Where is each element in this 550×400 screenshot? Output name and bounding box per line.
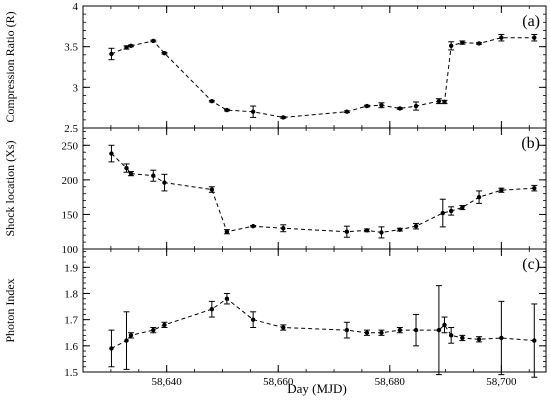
y-tick-label: 200 [62,175,79,187]
y-tick-label: 1.8 [64,288,78,300]
data-point [460,205,465,210]
series-line [111,298,535,349]
data-point [448,43,454,49]
panel-label: (a) [522,13,540,30]
data-point [460,40,465,45]
y-tick-label: 1.5 [64,367,78,379]
data-point [124,165,129,171]
panel-shock-location: 100 150 200 250 Shock location (Xs) (b) [3,127,547,256]
plot-frame [82,248,547,373]
data-point [162,322,167,328]
plot-frame [82,5,547,129]
y-tick-label: 3.5 [64,42,78,54]
data-point [532,185,537,191]
data-point [476,337,482,342]
y-tick-label: 150 [62,209,79,221]
data-point [128,333,134,338]
data-point [413,327,419,333]
y-tick-label: 250 [62,140,79,152]
panel-photon-index: 1.5 1.6 1.7 1.8 1.9 58,640 58,660 58,680 58,700 P… [3,248,547,388]
data-point [344,327,350,333]
data-point [442,99,447,105]
y-tick-label: 1.7 [64,315,78,327]
data-point [209,187,215,192]
panel-label: (c) [522,256,540,273]
data-point [413,223,419,229]
panel-compression-ratio: 2.5 3 3.5 4 Compression Ratio (R) (a) [3,1,547,135]
data-point [250,223,256,229]
data-point [499,335,504,341]
data-point [364,330,370,335]
data-point [109,346,114,351]
data-point [364,103,370,109]
data-point [364,228,370,233]
y-axis-label: Photon Index [3,278,17,342]
data-point [379,330,384,335]
series-line [111,37,535,118]
x-tick-label: 58,640 [152,376,183,388]
data-point [397,327,403,333]
data-point [436,327,442,333]
data-point [109,51,114,57]
y-tick-label: 1.6 [64,341,78,353]
data-point [448,333,454,338]
panel-label: (b) [521,135,540,152]
data-point [281,115,286,120]
data-point [209,306,215,312]
data-point [344,229,350,234]
data-point [499,188,504,193]
x-axis-label: Day (MJD) [287,381,347,396]
data-point [109,151,114,156]
data-point [162,180,167,185]
data-point [151,38,156,44]
data-point [397,227,403,232]
data-point [281,226,286,231]
data-point [442,322,447,328]
data-point [440,210,446,216]
y-axis-label: Shock location (Xs) [3,141,17,237]
data-point [124,338,129,343]
data-point [460,335,465,341]
y-axis-label: Compression Ratio (R) [3,11,17,122]
plot-frame [82,127,547,250]
data-point [250,317,256,322]
y-tick-label: 1.9 [64,262,78,274]
data-point [224,296,230,301]
y-tick-label: 100 [62,244,79,256]
y-tick-label: 2.5 [64,123,78,135]
data-point [476,194,482,200]
data-point [379,230,384,235]
data-point [124,45,129,50]
data-point [224,107,230,113]
data-point [162,50,167,56]
data-point [532,338,537,343]
data-point [476,41,482,46]
x-tick-label: 58,680 [375,376,406,388]
data-point [151,173,156,178]
data-point [436,98,442,104]
data-point [379,103,384,108]
data-point [128,171,134,176]
y-tick-label: 3 [73,82,79,94]
data-point [448,208,454,214]
data-point [397,106,403,111]
data-point [413,103,419,109]
data-point [532,35,537,40]
x-tick-label: 58,660 [263,376,294,388]
data-point [151,327,156,333]
y-tick-label: 4 [73,1,79,13]
data-point [224,229,230,234]
data-point [128,43,134,49]
data-point [250,109,256,114]
data-point [281,325,286,330]
series-line [111,153,535,233]
data-point [344,109,350,114]
data-point [209,98,215,104]
x-tick-label: 58,700 [486,376,517,388]
data-point [499,35,504,40]
